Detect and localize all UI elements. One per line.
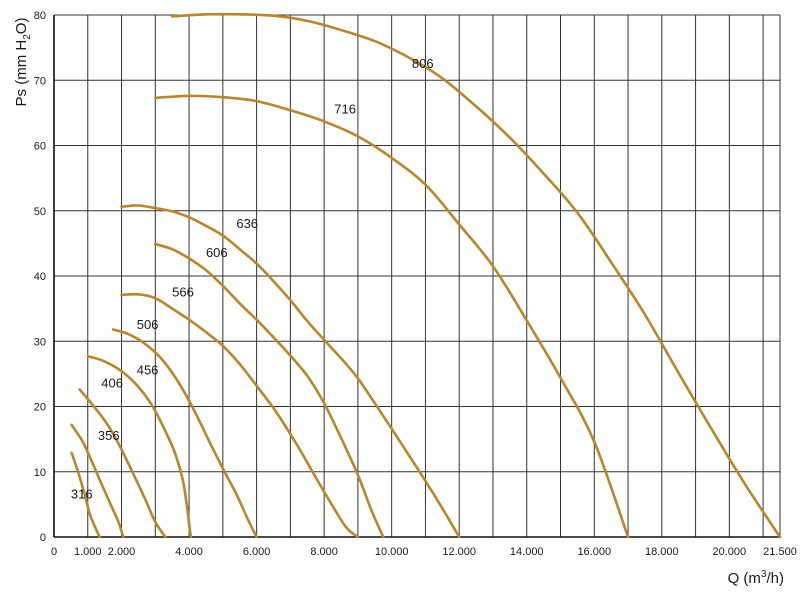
curve-label-636: 636	[236, 216, 258, 231]
y-tick-label: 20	[34, 402, 46, 414]
curve-636	[120, 204, 461, 539]
y-axis-title: Ps (mm H2O)	[13, 18, 33, 107]
x-tick-label: 8.000	[310, 546, 338, 558]
y-tick-label: 50	[34, 206, 46, 218]
curve-label-566: 566	[172, 284, 194, 299]
y-tick-label: 10	[34, 467, 46, 479]
curve-label-356: 356	[98, 428, 120, 443]
curve-label-456: 456	[137, 363, 159, 378]
curve-label-316: 316	[71, 487, 93, 502]
curve-label-406: 406	[101, 376, 123, 391]
curve-label-506: 506	[137, 317, 159, 332]
curve-label-806: 806	[412, 56, 434, 71]
x-tick-label: 4.000	[175, 546, 203, 558]
x-tick-label: 2.000	[108, 546, 136, 558]
x-tick-label: 21.500	[763, 546, 797, 558]
curve-716	[154, 94, 630, 539]
x-tick-label: 6.000	[243, 546, 271, 558]
x-tick-label: 16.000	[577, 546, 611, 558]
x-tick-label: 10.000	[375, 546, 409, 558]
curve-806	[170, 12, 782, 539]
curve-506	[111, 328, 258, 539]
y-tick-label: 40	[34, 271, 46, 283]
curve-406	[78, 388, 167, 539]
y-tick-labels: 0 10 20 30 40 50 60 70 80	[34, 10, 46, 544]
x-axis-title: Q (m3/h)	[728, 569, 784, 587]
x-tick-labels: 0 1.000 2.000 4.000 6.000 8.000 10.000 12.000 14…	[51, 546, 797, 558]
y-tick-label: 80	[34, 10, 46, 22]
curve-606	[154, 242, 385, 539]
x-tick-label: 14.000	[510, 546, 544, 558]
curve-label-606: 606	[206, 245, 228, 260]
y-tick-label: 0	[40, 532, 46, 544]
x-tick-label: 0	[51, 546, 57, 558]
y-tick-label: 70	[34, 75, 46, 87]
curve-456	[86, 355, 193, 539]
x-tick-label: 18.000	[645, 546, 679, 558]
curve-316	[70, 451, 101, 539]
x-tick-label: 12.000	[442, 546, 476, 558]
grid	[53, 14, 781, 538]
curve-labels: 316 356 406 456 506 566 606 636 716 806	[71, 56, 434, 502]
x-tick-label: 1.000	[74, 546, 102, 558]
fan-curves	[70, 12, 782, 539]
curve-356	[70, 423, 125, 539]
y-tick-label: 30	[34, 336, 46, 348]
curve-label-716: 716	[334, 102, 356, 117]
x-tick-label: 20.000	[713, 546, 747, 558]
curve-566	[120, 292, 360, 539]
y-tick-label: 60	[34, 141, 46, 153]
